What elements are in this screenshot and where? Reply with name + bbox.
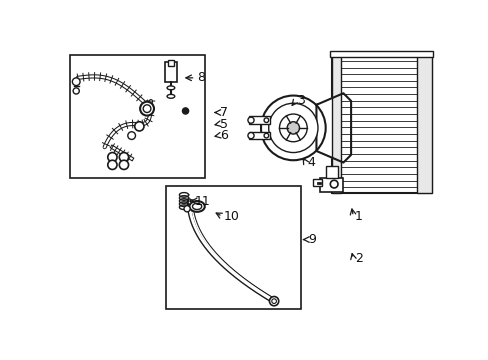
Circle shape bbox=[271, 299, 276, 303]
Circle shape bbox=[135, 122, 143, 131]
Circle shape bbox=[143, 105, 151, 112]
Circle shape bbox=[107, 160, 117, 170]
Circle shape bbox=[268, 103, 317, 153]
Text: 3: 3 bbox=[297, 94, 305, 107]
Circle shape bbox=[72, 78, 80, 86]
Bar bbox=[164, 62, 177, 82]
Circle shape bbox=[182, 108, 188, 114]
Text: 10: 10 bbox=[224, 210, 240, 223]
Bar bbox=[329, 51, 432, 57]
Bar bbox=[248, 116, 270, 124]
Circle shape bbox=[119, 160, 128, 170]
Bar bbox=[70, 55, 204, 178]
Bar bbox=[416, 55, 431, 193]
Bar bbox=[167, 60, 174, 66]
Circle shape bbox=[73, 88, 79, 94]
Circle shape bbox=[286, 122, 299, 134]
Polygon shape bbox=[316, 93, 350, 163]
Circle shape bbox=[119, 153, 128, 162]
Text: 2: 2 bbox=[354, 252, 362, 265]
Ellipse shape bbox=[189, 201, 204, 212]
Text: 9: 9 bbox=[308, 233, 316, 246]
Circle shape bbox=[264, 118, 268, 122]
Text: 7: 7 bbox=[220, 106, 228, 119]
Ellipse shape bbox=[192, 203, 202, 210]
Circle shape bbox=[261, 95, 325, 160]
Bar bbox=[320, 178, 343, 192]
Circle shape bbox=[127, 132, 135, 139]
Ellipse shape bbox=[167, 86, 174, 90]
Circle shape bbox=[264, 133, 268, 138]
Circle shape bbox=[269, 297, 278, 306]
Text: 1: 1 bbox=[354, 210, 362, 223]
Text: 4: 4 bbox=[306, 156, 314, 169]
Circle shape bbox=[247, 117, 254, 123]
Circle shape bbox=[279, 114, 306, 142]
Bar bbox=[331, 55, 341, 193]
Bar bbox=[166, 186, 301, 309]
Circle shape bbox=[107, 153, 117, 162]
Circle shape bbox=[247, 132, 254, 139]
Bar bbox=[331, 55, 431, 193]
Text: 11: 11 bbox=[194, 194, 210, 208]
Bar bbox=[312, 180, 321, 186]
Text: 6: 6 bbox=[220, 129, 227, 142]
Text: 8: 8 bbox=[197, 71, 204, 84]
Circle shape bbox=[140, 102, 154, 116]
Bar bbox=[325, 166, 337, 178]
Circle shape bbox=[183, 206, 190, 212]
Text: 5: 5 bbox=[220, 118, 228, 131]
Circle shape bbox=[329, 180, 337, 188]
Ellipse shape bbox=[167, 94, 174, 98]
Bar bbox=[248, 132, 270, 139]
